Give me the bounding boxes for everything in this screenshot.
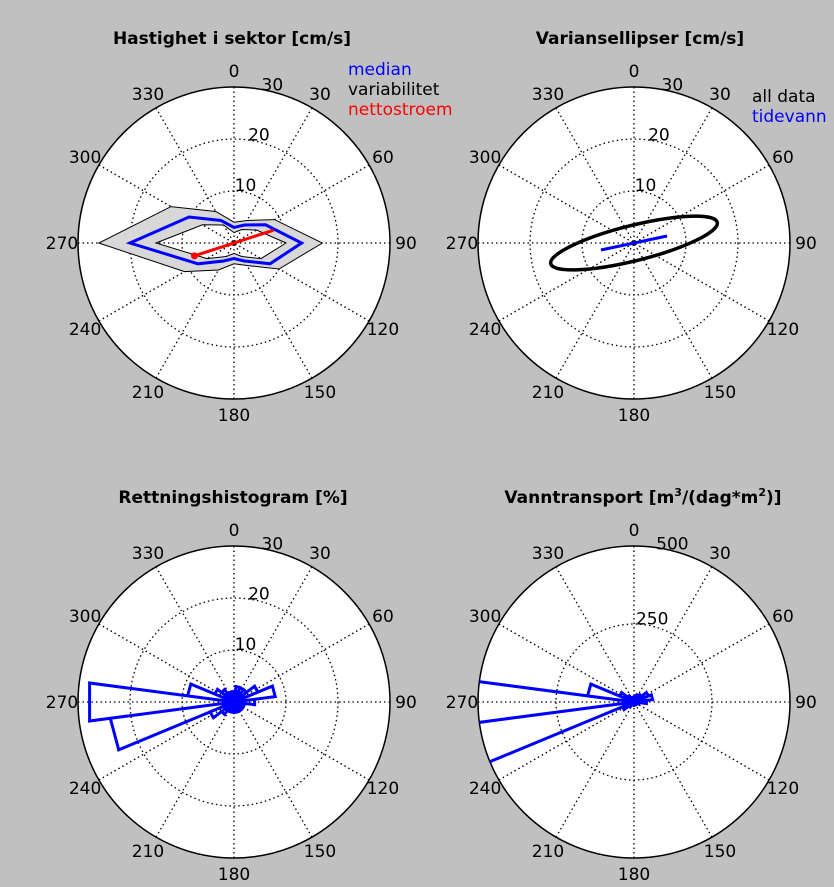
polar-chart-rettningshistogram: 0 30 60 90 120 150 180 210 240 270 300 330 10 20 30 Ret… bbox=[46, 488, 417, 885]
variance-ellipse-all-data bbox=[548, 214, 720, 272]
legend-entry: all data bbox=[752, 87, 816, 107]
variansellipser-angle-label: 180 bbox=[618, 406, 650, 426]
legend-entry: nettostroem bbox=[348, 100, 453, 120]
hastighet-angle-label: 300 bbox=[69, 148, 101, 168]
rettning-rose-petals bbox=[88, 681, 278, 752]
vanntransport-angle-label: 210 bbox=[532, 842, 564, 862]
vanntransport-rose-petals bbox=[478, 675, 655, 769]
variansellipser-grid-circle bbox=[529, 138, 739, 348]
rettning-angle-label: 30 bbox=[309, 544, 331, 564]
hastighet-outer-circle bbox=[77, 86, 391, 400]
variansellipser-outer-circle bbox=[477, 86, 791, 400]
variansellipser-angle-label: 120 bbox=[767, 320, 799, 340]
variansellipser-radial-tick-label: 10 bbox=[635, 176, 657, 196]
rettning-angle-label: 120 bbox=[367, 779, 399, 799]
rettning-angle-label: 300 bbox=[69, 607, 101, 627]
vanntransport-angle-label: 300 bbox=[469, 607, 501, 627]
rettning-angle-label: 180 bbox=[218, 865, 250, 885]
vanntransport-angle-label: 90 bbox=[795, 693, 817, 713]
vanntransport-angle-label: 150 bbox=[704, 842, 736, 862]
hastighet-radial-tick-label: 30 bbox=[262, 75, 284, 95]
variansellipser-angle-label: 240 bbox=[469, 320, 501, 340]
variability-outer-line bbox=[97, 206, 324, 273]
rettning-angle-label: 210 bbox=[132, 842, 164, 862]
chart-title-vanntransport: Vanntransport [m3/(dag*m2)] bbox=[504, 486, 781, 508]
variability-inner-line bbox=[154, 224, 288, 260]
vanntransport-outer-circle bbox=[477, 545, 791, 859]
vanntransport-angle-label: 30 bbox=[709, 544, 731, 564]
rettning-angle-label: 0 bbox=[229, 521, 240, 541]
rettning-radial-tick-label: 20 bbox=[248, 585, 270, 605]
hastighet-angle-label: 270 bbox=[46, 234, 78, 254]
median-line bbox=[125, 215, 305, 266]
variansellipser-radial-tick-label: 30 bbox=[662, 75, 684, 95]
variansellipser-angle-label: 90 bbox=[795, 234, 817, 254]
legend-entry: variabilitet bbox=[348, 80, 440, 100]
hastighet-angle-label: 90 bbox=[395, 234, 417, 254]
variansellipser-radial-tick-label: 20 bbox=[648, 126, 670, 146]
chart-title-variansellipser: Variansellipser [cm/s] bbox=[536, 29, 744, 49]
chart-title-rettningshistogram: Rettningshistogram [%] bbox=[118, 488, 347, 508]
hastighet-angle-label: 120 bbox=[367, 320, 399, 340]
variansellipser-angle-label: 300 bbox=[469, 148, 501, 168]
legend-entry: tidevann bbox=[752, 107, 827, 127]
hastighet-angle-label: 0 bbox=[229, 62, 240, 82]
variansellipser-angle-label: 0 bbox=[629, 62, 640, 82]
variansellipser-angle-label: 270 bbox=[446, 234, 478, 254]
tidal-axis-line bbox=[600, 234, 668, 252]
vanntransport-angle-label: 330 bbox=[532, 544, 564, 564]
net-flow-origin-marker bbox=[190, 252, 198, 260]
hastighet-angle-label: 60 bbox=[372, 148, 394, 168]
net-flow-vector bbox=[193, 228, 275, 258]
variansellipser-angle-label: 60 bbox=[772, 148, 794, 168]
hastighet-radial-tick-label: 20 bbox=[248, 126, 270, 146]
chart-title-hastighet: Hastighet i sektor [cm/s] bbox=[113, 29, 351, 49]
variansellipser-angle-label: 30 bbox=[709, 85, 731, 105]
rettning-angle-label: 330 bbox=[132, 544, 164, 564]
hastighet-angle-label: 180 bbox=[218, 406, 250, 426]
hastighet-angle-label: 30 bbox=[309, 85, 331, 105]
rettning-angle-label: 150 bbox=[304, 842, 336, 862]
vanntransport-angle-label: 120 bbox=[767, 779, 799, 799]
rettning-angle-label: 60 bbox=[372, 607, 394, 627]
variansellipser-angle-label: 150 bbox=[704, 383, 736, 403]
vanntransport-radial-tick-label: 250 bbox=[636, 610, 668, 630]
vanntransport-angle-label: 270 bbox=[446, 693, 478, 713]
vanntransport-angle-label: 0 bbox=[629, 521, 640, 541]
vanntransport-radial-tick-label: 500 bbox=[656, 534, 688, 554]
legend-entry: median bbox=[348, 60, 412, 80]
rettning-outer-circle bbox=[77, 545, 391, 859]
rettning-radial-tick-label: 10 bbox=[235, 635, 257, 655]
hastighet-angle-label: 330 bbox=[132, 85, 164, 105]
variansellipser-angle-label: 330 bbox=[532, 85, 564, 105]
vanntransport-angle-label: 60 bbox=[772, 607, 794, 627]
rettning-angle-label: 270 bbox=[46, 693, 78, 713]
rettning-angle-label: 240 bbox=[69, 779, 101, 799]
hastighet-grid-circle bbox=[129, 138, 339, 348]
rettning-radial-tick-label: 30 bbox=[262, 534, 284, 554]
polar-chart-hastighet: 0 30 60 90 120 150 180 210 240 270 300 330 10 20 30 Has… bbox=[46, 29, 453, 426]
hastighet-radial-tick-label: 10 bbox=[235, 176, 257, 196]
rettning-grid-circle bbox=[129, 597, 339, 807]
polar-chart-variansellipser: 0 30 60 90 120 150 180 210 240 270 300 330 10 20 30 Var… bbox=[446, 29, 827, 426]
hastighet-angle-label: 150 bbox=[304, 383, 336, 403]
rettning-angle-label: 90 bbox=[395, 693, 417, 713]
hastighet-angle-label: 240 bbox=[69, 320, 101, 340]
polar-chart-vanntransport: 0 30 60 90 120 150 180 210 240 270 300 330 250 500 Van… bbox=[446, 486, 817, 885]
hastighet-angle-label: 210 bbox=[132, 383, 164, 403]
vanntransport-angle-label: 240 bbox=[469, 779, 501, 799]
variansellipser-angle-label: 210 bbox=[532, 383, 564, 403]
vanntransport-angle-label: 180 bbox=[618, 865, 650, 885]
